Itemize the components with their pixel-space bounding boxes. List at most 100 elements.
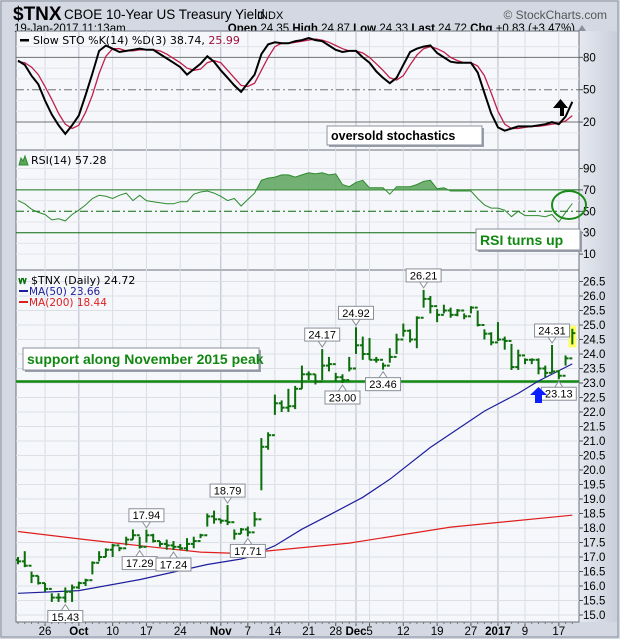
price-bar (190, 536, 197, 549)
price-bar (123, 536, 130, 550)
price-bar (427, 296, 434, 314)
price-bar (461, 309, 468, 320)
rsi-legend: RSI(14) 57.28 (18, 154, 106, 167)
swing-label-text: 26.21 (410, 270, 438, 282)
price-y-label: 15.5 (583, 596, 605, 608)
price-panel (15, 269, 580, 623)
price-bar (271, 394, 278, 437)
rsi-annotation: RSI turns up (475, 228, 582, 252)
price-plot: 15.43 17.29 17.94 17.24 18.79 17.71 24.17 23.00… (16, 268, 579, 622)
ma50-swatch (19, 290, 28, 292)
y-axis-area (579, 31, 617, 622)
sto-legend-label: Slow STO %K(14) %D(3) 38.74, 25.99 (33, 34, 240, 47)
price-bar (488, 332, 495, 346)
swing-label: 17.94 (128, 508, 165, 529)
price-bar (407, 329, 414, 343)
price-bar (332, 363, 339, 382)
price-bar (420, 289, 427, 319)
x-tick-label: 17 (552, 626, 565, 638)
price-bar (400, 323, 407, 341)
stochastic-plot (17, 36, 574, 136)
oversold-annotation: oversold stochastics (326, 125, 484, 147)
price-y-label: 19.0 (583, 494, 605, 506)
price-bar (42, 582, 49, 592)
price-bar (109, 543, 116, 557)
rsi-highlight-circle (551, 190, 587, 220)
support-annotation: support along November 2015 peak (22, 347, 264, 372)
price-bar (89, 561, 96, 582)
price-bar (150, 533, 157, 543)
swing-label-text: 24.17 (308, 330, 336, 342)
price-bar (16, 557, 21, 565)
swing-label: 23.46 (365, 370, 402, 392)
swing-label: 17.24 (155, 551, 192, 572)
price-bar (562, 355, 569, 377)
price-bar (285, 388, 292, 412)
swing-label: 15.43 (47, 603, 84, 622)
d-line (17, 38, 573, 130)
exchange: INDX (257, 10, 284, 22)
rsi-y-label: 90 (583, 164, 596, 176)
k-line (17, 36, 574, 136)
annotation-box (475, 228, 581, 251)
price-bar (359, 336, 366, 360)
price-bar (339, 374, 346, 383)
price-bar (156, 540, 163, 547)
swing-label-text: 24.92 (342, 308, 370, 320)
ma200-legend-text: MA(200) 18.44 (29, 297, 107, 309)
ma200-line (17, 514, 573, 555)
price-bar (197, 533, 204, 543)
x-tick-label: 27 (465, 626, 478, 638)
price-bar (75, 581, 82, 589)
price-bar (353, 327, 359, 370)
price-bar (568, 325, 577, 360)
price-bar (454, 309, 461, 317)
x-tick-label: 21 (302, 626, 315, 638)
price-bar (82, 578, 89, 586)
swing-label: 17.29 (121, 549, 158, 571)
price-bar (508, 339, 515, 370)
sto-y-label: 50 (583, 85, 596, 97)
triangle-up-icon (578, 25, 586, 31)
price-y-label: 25.0 (583, 320, 605, 332)
rsi-line (17, 172, 573, 223)
price-bar (258, 438, 265, 521)
price-bar (69, 584, 76, 602)
price-bar (48, 587, 55, 602)
price-bar (555, 369, 562, 380)
price-bar (522, 354, 528, 365)
price-y-label: 23.5 (583, 364, 605, 376)
price-bar (143, 529, 150, 548)
price-bar (170, 541, 177, 551)
annotation-box (22, 347, 260, 371)
price-bar (305, 371, 312, 381)
price-y-label: 23.0 (583, 378, 605, 390)
price-bar (373, 356, 380, 363)
x-tick-label: 14 (268, 626, 281, 638)
swing-label-text: 17.71 (234, 546, 262, 558)
price-bar (386, 348, 393, 367)
swing-label: 24.31 (534, 323, 571, 344)
price-legend: $TNX (Daily) 24.72 MA(50) 23.66 MA(200) … (18, 274, 135, 309)
arrow-up-icon (530, 387, 547, 403)
x-tick-label: Dec (345, 626, 367, 638)
rsi-y-label: 10 (583, 249, 596, 261)
x-tick-label: Oct (69, 626, 88, 638)
copyright: © StockCharts.com (503, 8, 607, 22)
price-bar (136, 534, 143, 549)
price-bar (474, 306, 481, 327)
price-y-label: 20.5 (583, 451, 605, 463)
price-y-label: 17.5 (583, 538, 605, 550)
price-y-label: 15.0 (583, 610, 605, 622)
symbol: $TNX (13, 4, 62, 25)
price-bar (298, 365, 305, 390)
price-bar (434, 305, 441, 323)
price-bar (292, 385, 299, 410)
x-tick-label: 2017 (485, 626, 511, 638)
annotation-box (326, 125, 483, 146)
x-tick-label: 10 (106, 626, 119, 638)
price-bar (211, 510, 218, 524)
swing-label-text: 23.46 (369, 379, 397, 391)
